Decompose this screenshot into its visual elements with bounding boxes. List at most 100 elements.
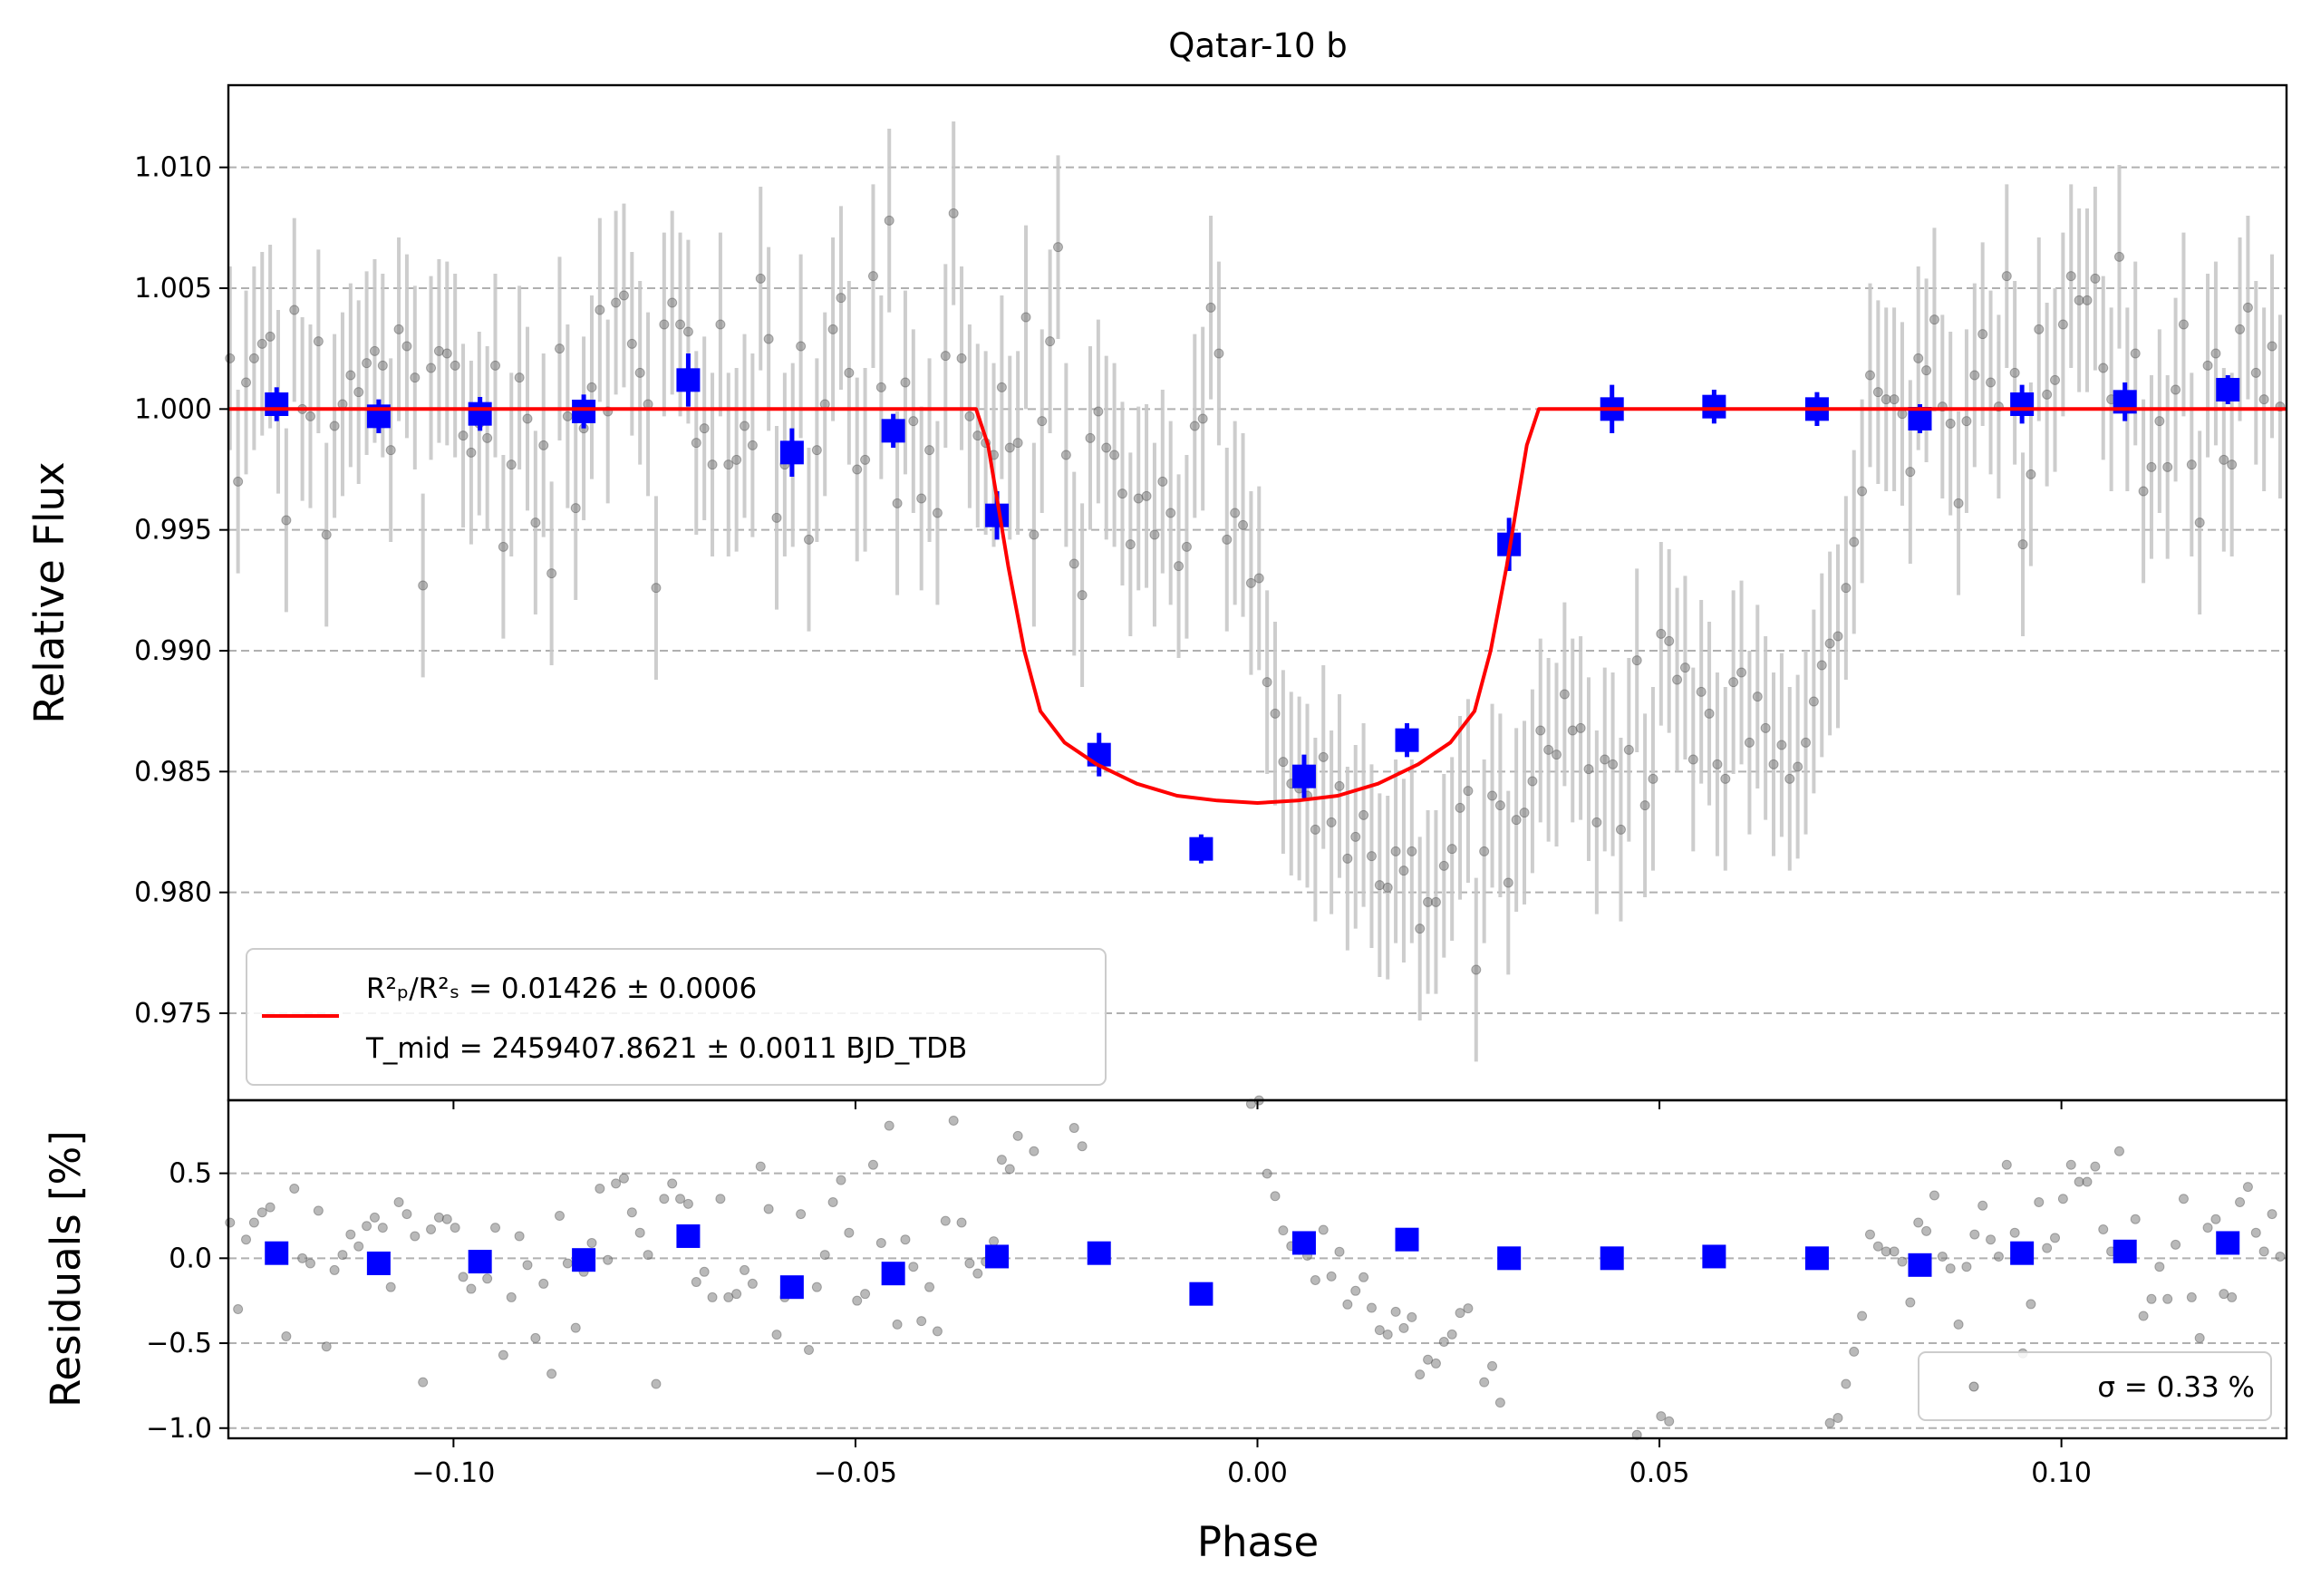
raw-point	[595, 305, 605, 315]
top-panel-y-axis: 0.975 0.980 0.985 0.990 0.995 1.000 1.005 1.010	[134, 152, 228, 1030]
raw-point	[1583, 764, 1594, 775]
raw-point	[2194, 517, 2205, 528]
raw-point	[747, 440, 758, 450]
raw-point	[1278, 757, 1289, 768]
residual-point	[2154, 1262, 2165, 1272]
raw-point	[1816, 660, 1827, 671]
raw-point	[441, 348, 452, 359]
raw-point	[2250, 367, 2261, 378]
raw-point	[506, 459, 517, 470]
residual-point	[1656, 1411, 1667, 1422]
raw-point	[554, 343, 565, 354]
residual-point	[1430, 1358, 1441, 1369]
residual-point	[441, 1214, 452, 1224]
raw-point	[410, 372, 421, 383]
raw-point	[1575, 722, 1586, 733]
raw-point	[1390, 846, 1401, 856]
residual-point	[699, 1266, 710, 1277]
top-y-tick-label: 1.010	[134, 152, 212, 184]
bottom-y-tick-label: −0.5	[146, 1328, 212, 1359]
residual-point	[1849, 1346, 1860, 1357]
residual-point	[450, 1223, 460, 1233]
raw-point	[908, 416, 919, 427]
residual-point	[867, 1159, 878, 1170]
residual-point	[682, 1198, 693, 1209]
legend-sigma-text: σ = 0.33 %	[2097, 1371, 2255, 1404]
x-tick-label: 0.10	[2031, 1457, 2092, 1489]
raw-point	[2219, 454, 2229, 465]
raw-point	[1238, 519, 1249, 530]
x-axis: −0.10 −0.05 0.00 0.05 0.10	[411, 1100, 2092, 1489]
raw-point	[2098, 363, 2109, 373]
residual-point	[1359, 1272, 1369, 1282]
raw-point	[1808, 696, 1819, 707]
residual-point	[618, 1173, 629, 1184]
residual-point	[1342, 1299, 1353, 1310]
residual-point	[337, 1250, 348, 1261]
residual-point	[2258, 1246, 2269, 1257]
residual-point	[2227, 1291, 2238, 1302]
binned-residual-point	[572, 1248, 596, 1272]
residual-point	[546, 1369, 557, 1379]
raw-point	[530, 517, 541, 528]
raw-point	[1415, 924, 1426, 934]
raw-point	[2065, 271, 2076, 282]
residual-point	[2267, 1209, 2277, 1220]
raw-point	[2162, 461, 2173, 472]
raw-point	[1004, 442, 1015, 453]
binned-point	[881, 419, 905, 443]
raw-point	[996, 382, 1007, 392]
raw-point	[2267, 341, 2277, 352]
residual-point	[1961, 1262, 1972, 1272]
raw-point	[1591, 817, 1602, 827]
binned-residual-point	[1600, 1246, 1624, 1271]
raw-point	[256, 338, 267, 349]
residual-point	[1068, 1123, 1079, 1134]
raw-point	[924, 445, 935, 456]
binned-residual-point	[366, 1251, 391, 1275]
residual-point	[562, 1258, 573, 1269]
raw-point	[369, 345, 380, 356]
residual-point	[771, 1330, 782, 1340]
raw-point	[289, 305, 300, 315]
raw-point	[1559, 689, 1570, 700]
raw-point	[2090, 273, 2101, 284]
residual-point	[433, 1212, 444, 1223]
raw-point	[1117, 488, 1127, 499]
residual-point	[875, 1237, 886, 1248]
raw-point	[2001, 271, 2012, 282]
raw-point	[956, 353, 967, 363]
raw-point	[1037, 416, 1048, 427]
residual-point	[844, 1227, 855, 1238]
residual-point	[1012, 1130, 1023, 1141]
raw-point	[1953, 498, 1964, 508]
raw-point	[1608, 759, 1619, 769]
residual-point	[643, 1250, 653, 1261]
raw-point	[659, 319, 670, 330]
residual-point	[1350, 1285, 1361, 1296]
residual-point	[2082, 1176, 2093, 1187]
raw-point	[514, 372, 525, 383]
raw-point	[1101, 442, 1112, 453]
residual-point	[827, 1196, 838, 1207]
top-y-tick-label: 0.980	[134, 877, 212, 909]
raw-point	[1342, 853, 1353, 864]
residual-point	[924, 1282, 935, 1292]
residual-point	[956, 1217, 967, 1228]
raw-point	[1270, 708, 1281, 719]
residual-point	[401, 1209, 412, 1220]
residual-point	[2098, 1224, 2109, 1234]
raw-point	[691, 438, 701, 449]
residual-point	[321, 1341, 332, 1352]
raw-point	[1615, 824, 1626, 835]
binned-point	[779, 440, 804, 465]
raw-point	[1012, 438, 1023, 449]
binned-point	[572, 400, 596, 423]
raw-point	[626, 338, 637, 349]
raw-point	[1029, 529, 1039, 540]
residual-point	[1278, 1225, 1289, 1236]
raw-point	[771, 512, 782, 523]
residual-point	[506, 1291, 517, 1302]
raw-point	[2082, 295, 2093, 305]
